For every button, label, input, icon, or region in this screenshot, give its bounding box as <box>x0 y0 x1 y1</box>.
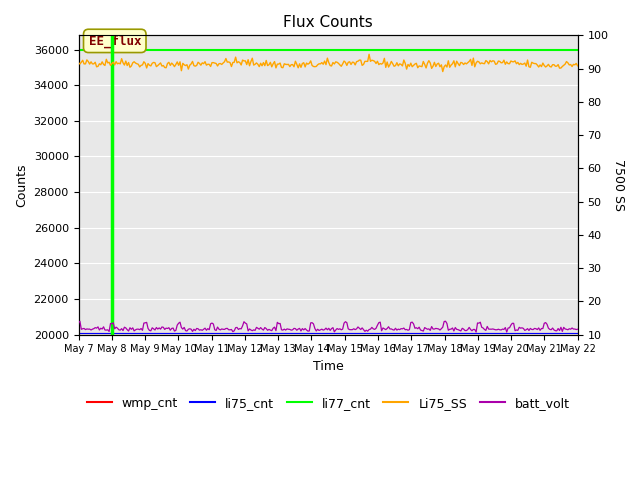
Title: Flux Counts: Flux Counts <box>283 15 373 30</box>
Y-axis label: Counts: Counts <box>15 163 28 207</box>
Legend: wmp_cnt, li75_cnt, li77_cnt, Li75_SS, batt_volt: wmp_cnt, li75_cnt, li77_cnt, Li75_SS, ba… <box>81 392 575 415</box>
Text: EE_flux: EE_flux <box>88 34 141 48</box>
Y-axis label: 7500 SS: 7500 SS <box>612 159 625 211</box>
X-axis label: Time: Time <box>313 360 344 373</box>
